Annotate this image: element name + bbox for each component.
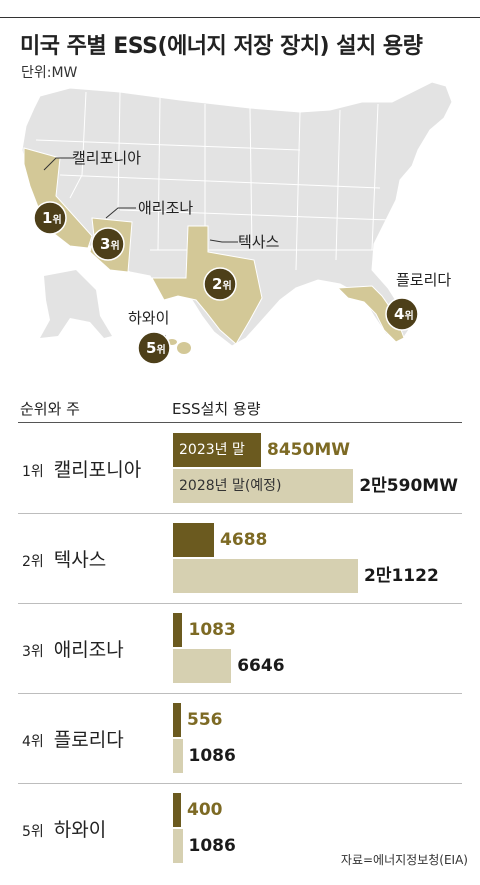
us-map: 캘리포니아 애리조나 텍사스 플로리다 하와이 1위 3위 2위 4위 5위 bbox=[21, 81, 453, 365]
map-label-arizona: 애리조나 bbox=[138, 199, 193, 217]
row-label: 3위 애리조나 bbox=[22, 635, 124, 662]
rank-label: 2위 bbox=[22, 554, 44, 570]
value-label-2028: 1086 bbox=[188, 746, 236, 766]
value-label-2023: 556 bbox=[187, 710, 223, 730]
florida-shape bbox=[336, 285, 405, 343]
map-label-florida: 플로리다 bbox=[396, 271, 451, 289]
bar-2023 bbox=[173, 793, 181, 827]
svg-text:5위: 5위 bbox=[146, 339, 166, 357]
rank-badge-1: 1위 bbox=[33, 201, 67, 235]
row-divider bbox=[18, 603, 462, 604]
row-label: 5위 하와이 bbox=[22, 815, 106, 842]
bar-2023 bbox=[173, 613, 183, 647]
value-label-2028: 2만590MW bbox=[359, 476, 458, 496]
bar-2028 bbox=[173, 739, 183, 773]
california-shape bbox=[23, 147, 93, 249]
top-rule bbox=[0, 17, 480, 18]
map-label-hawaii: 하와이 bbox=[128, 309, 169, 327]
legend-2023: 2023년 말 bbox=[179, 442, 245, 458]
value-label-2028: 6646 bbox=[237, 656, 285, 676]
row-label: 1위 캘리포니아 bbox=[22, 455, 141, 482]
state-name: 캘리포니아 bbox=[53, 459, 142, 481]
bar-2023 bbox=[173, 703, 181, 737]
svg-text:4위: 4위 bbox=[394, 305, 414, 323]
svg-text:3위: 3위 bbox=[100, 235, 120, 253]
bar-2023 bbox=[173, 523, 215, 557]
rank-badge-3: 3위 bbox=[91, 227, 125, 261]
source-note: 자료=에너지정보청(EIA) bbox=[340, 853, 468, 867]
row-divider bbox=[18, 513, 462, 514]
state-name: 플로리다 bbox=[53, 729, 124, 751]
rank-label: 5위 bbox=[22, 824, 44, 840]
row-divider bbox=[18, 693, 462, 694]
rank-badge-5: 5위 bbox=[137, 331, 171, 365]
chart-title: 미국 주별 ESS(에너지 저장 장치) 설치 용량 bbox=[20, 34, 423, 59]
header-ess-capacity: ESS설치 용량 bbox=[172, 400, 261, 418]
bar-2028 bbox=[173, 649, 232, 683]
unit-label: 단위:MW bbox=[21, 65, 78, 81]
row-label: 2위 텍사스 bbox=[22, 545, 106, 572]
value-label-2023: 400 bbox=[187, 800, 223, 820]
value-label-2028: 1086 bbox=[188, 836, 236, 856]
rank-badge-4: 4위 bbox=[385, 297, 419, 331]
value-label-2023: 8450MW bbox=[267, 440, 350, 460]
row-label: 4위 플로리다 bbox=[22, 725, 124, 752]
rank-label: 3위 bbox=[22, 644, 44, 660]
map-label-texas: 텍사스 bbox=[238, 233, 280, 251]
map-label-california: 캘리포니아 bbox=[72, 149, 141, 167]
svg-text:1위: 1위 bbox=[42, 209, 62, 227]
value-label-2023: 4688 bbox=[220, 530, 268, 550]
bar-2028 bbox=[173, 559, 358, 593]
legend-2028: 2028년 말(예정) bbox=[179, 478, 282, 494]
row-divider bbox=[18, 783, 462, 784]
header-rule bbox=[18, 422, 462, 423]
bar-2028 bbox=[173, 829, 183, 863]
svg-text:2위: 2위 bbox=[212, 275, 232, 293]
rank-badge-2: 2위 bbox=[203, 267, 237, 301]
state-name: 텍사스 bbox=[53, 549, 107, 571]
bar-2028 bbox=[173, 469, 354, 503]
rank-label: 1위 bbox=[22, 464, 44, 480]
header-rank-state: 순위와 주 bbox=[20, 400, 80, 418]
state-borders bbox=[35, 91, 391, 271]
value-label-2028: 2만1122 bbox=[364, 566, 439, 586]
bar-2023 bbox=[173, 433, 261, 467]
alaska-shape bbox=[40, 270, 112, 338]
rank-label: 4위 bbox=[22, 734, 44, 750]
state-name: 하와이 bbox=[53, 819, 107, 841]
state-name: 애리조나 bbox=[53, 639, 124, 661]
value-label-2023: 1083 bbox=[188, 620, 236, 640]
